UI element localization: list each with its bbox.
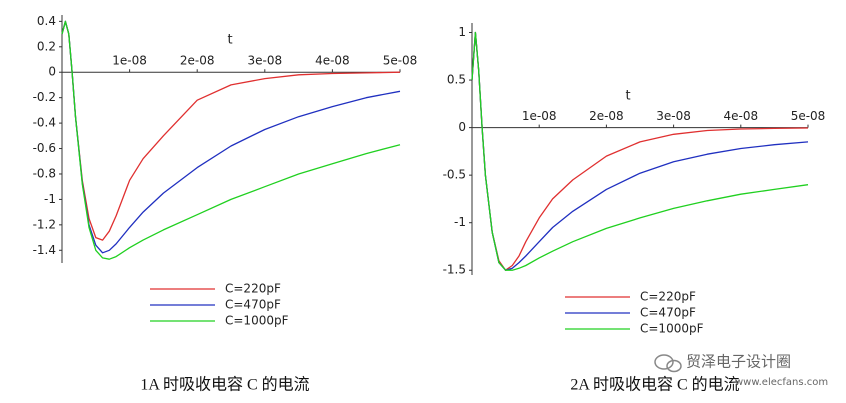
- y-tick-label: -0.4: [33, 116, 56, 130]
- series-line: [471, 31, 809, 271]
- y-tick-label: 1: [458, 25, 466, 39]
- y-tick-label: -1.5: [443, 263, 466, 277]
- caption: 2A 时吸收电容 C 的电流: [570, 376, 739, 394]
- y-tick-label: -1.2: [33, 217, 56, 231]
- x-tick-label: 2e-08: [180, 54, 215, 68]
- y-tick-label: -0.5: [443, 168, 466, 182]
- legend-label: C=470pF: [640, 306, 696, 320]
- x-tick-label: 3e-08: [247, 54, 282, 68]
- x-tick-label: 3e-08: [656, 109, 691, 123]
- watermark-name: 贸泽电子设计圈: [686, 353, 791, 371]
- legend-label: C=470pF: [225, 298, 281, 312]
- watermark-site: www.elecfans.com: [735, 377, 828, 388]
- y-tick-label: 0.5: [447, 73, 466, 87]
- y-tick-label: -0.8: [33, 166, 56, 180]
- y-tick-label: 0.4: [37, 14, 56, 28]
- y-tick-label: -1.4: [33, 243, 56, 257]
- y-tick-label: 0.2: [37, 39, 56, 53]
- legend-label: C=1000pF: [225, 314, 289, 328]
- x-axis-label: t: [625, 89, 630, 104]
- y-tick-label: -1: [44, 192, 56, 206]
- x-tick-label: 1e-08: [112, 54, 147, 68]
- x-tick-label: 4e-08: [315, 54, 350, 68]
- legend-label: C=1000pF: [640, 322, 704, 336]
- y-tick-label: -0.2: [33, 90, 56, 104]
- x-tick-label: 1e-08: [522, 109, 557, 123]
- legend-label: C=220pF: [640, 290, 696, 304]
- watermark-icon: [654, 354, 682, 373]
- chart: 0.4 0.2 0 -0.2 -0.4 -0.6 -0.8 -1 -1.2 -1.4 1e-08 2e…: [33, 14, 418, 394]
- y-tick-label: 0: [48, 65, 56, 79]
- y-tick-label: 0: [458, 120, 466, 134]
- y-tick-label: -1: [454, 215, 466, 229]
- series-line: [471, 31, 809, 271]
- y-tick-label: -0.6: [33, 141, 56, 155]
- x-tick-label: 2e-08: [589, 109, 624, 123]
- series-line: [61, 20, 401, 260]
- x-tick-label: 5e-08: [383, 54, 418, 68]
- legend-label: C=220pF: [225, 282, 281, 296]
- series-line: [471, 31, 809, 271]
- x-tick-label: 4e-08: [723, 109, 758, 123]
- x-axis-label: t: [227, 33, 232, 48]
- x-tick-label: 5e-08: [791, 109, 826, 123]
- chart: 1 0.5 0 -0.5 -1 -1.5 1e-08 2e-08 3e-08 4e-08 5e-08…: [443, 23, 826, 394]
- caption: 1A 时吸收电容 C 的电流: [140, 376, 309, 394]
